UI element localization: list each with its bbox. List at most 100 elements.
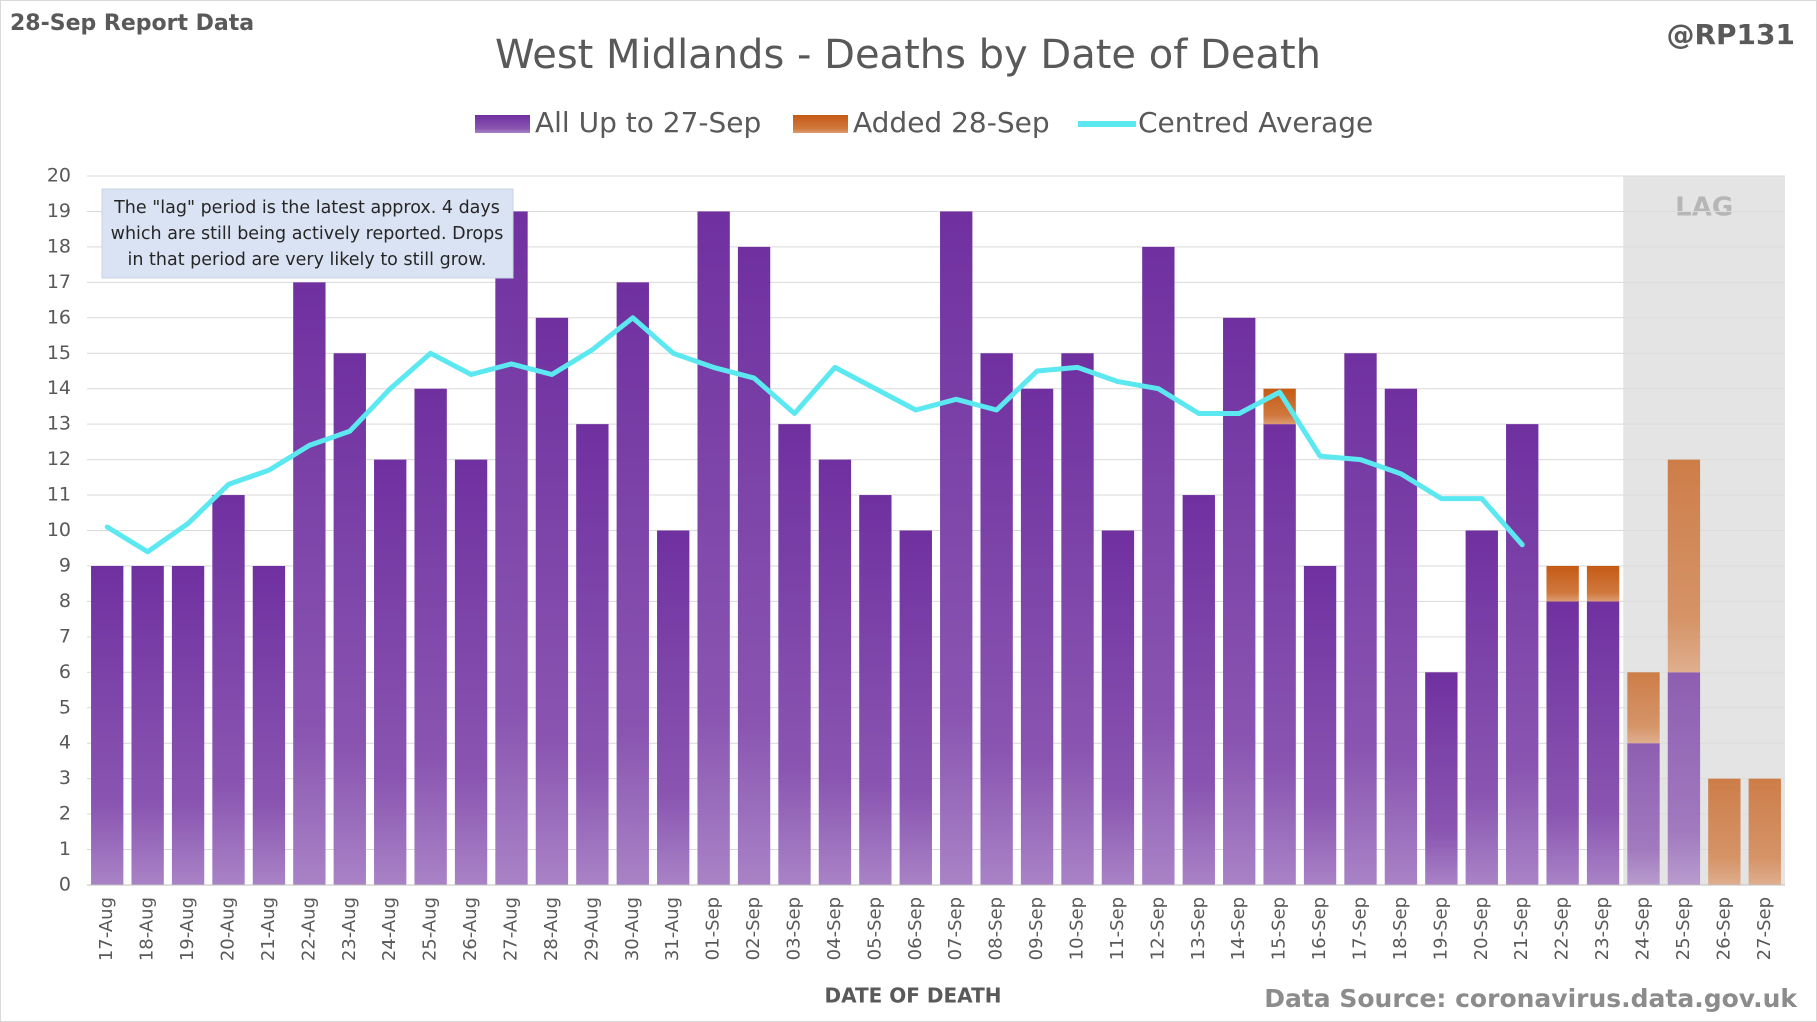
- bar: [1425, 672, 1458, 885]
- x-tick-label: 18-Sep: [1390, 897, 1411, 960]
- y-tick-label: 13: [47, 413, 71, 435]
- x-tick-label: 14-Sep: [1228, 897, 1249, 960]
- annotation-text: in that period are very likely to still …: [128, 250, 487, 270]
- x-tick-label: 26-Sep: [1713, 897, 1734, 960]
- x-tick-label: 28-Aug: [541, 897, 562, 961]
- bar: [333, 353, 366, 885]
- y-tick-label: 10: [47, 519, 71, 541]
- x-tick-label: 08-Sep: [986, 897, 1007, 960]
- bar: [495, 211, 528, 885]
- x-tick-label: 16-Sep: [1309, 897, 1330, 960]
- y-tick-label: 8: [59, 590, 71, 612]
- y-tick-label: 17: [47, 271, 71, 293]
- x-tick-label: 06-Sep: [905, 897, 926, 960]
- bar: [1708, 778, 1741, 885]
- y-tick-label: 5: [59, 696, 71, 718]
- x-tick-label: 26-Aug: [460, 897, 481, 961]
- source: Data Source: coronavirus.data.gov.uk: [1264, 984, 1798, 1013]
- y-tick-label: 4: [59, 732, 71, 754]
- x-tick-label: 01-Sep: [703, 897, 724, 960]
- y-tick-label: 11: [47, 484, 71, 506]
- y-tick-label: 7: [59, 625, 71, 647]
- x-tick-label: 24-Aug: [379, 897, 400, 961]
- y-tick-label: 3: [59, 767, 71, 789]
- bar: [1465, 530, 1498, 885]
- bar: [252, 565, 286, 885]
- x-tick-label: 27-Sep: [1754, 897, 1775, 960]
- bar: [1061, 353, 1094, 885]
- x-tick-label: 12-Sep: [1147, 897, 1168, 960]
- bar: [1384, 388, 1418, 885]
- bar: [1101, 530, 1135, 885]
- bar: [616, 282, 649, 886]
- bar: [1506, 424, 1539, 885]
- y-tick-label: 18: [47, 235, 71, 257]
- x-tick-label: 27-Aug: [501, 897, 522, 961]
- x-tick-label: 04-Sep: [824, 897, 845, 960]
- x-tick-label: 07-Sep: [945, 897, 966, 960]
- y-tick-label: 12: [47, 448, 71, 470]
- bar: [818, 459, 852, 885]
- bar: [131, 565, 164, 885]
- x-tick-label: 29-Aug: [581, 897, 602, 961]
- y-tick-label: 20: [47, 165, 71, 187]
- x-tick-label: 22-Sep: [1552, 897, 1573, 960]
- x-tick-label: 20-Aug: [218, 897, 239, 961]
- bar: [576, 424, 609, 885]
- lag-label: LAG: [1675, 193, 1733, 223]
- x-tick-label: 10-Sep: [1067, 897, 1088, 960]
- bar: [374, 459, 407, 885]
- y-tick-label: 2: [59, 803, 71, 825]
- bar: [940, 211, 973, 885]
- bar: [737, 246, 771, 885]
- x-tick-label: 03-Sep: [784, 897, 805, 960]
- bar: [212, 495, 245, 885]
- bar: [535, 317, 569, 885]
- bar: [1586, 565, 1620, 602]
- bar: [899, 530, 932, 885]
- y-tick-label: 0: [59, 874, 71, 896]
- bar: [1546, 565, 1579, 602]
- legend-label: All Up to 27-Sep: [535, 106, 761, 139]
- bar: [1344, 353, 1377, 885]
- bar: [91, 565, 124, 885]
- x-tick-label: 21-Sep: [1511, 897, 1532, 960]
- bar: [454, 459, 488, 885]
- x-axis-title: DATE OF DEATH: [825, 984, 1002, 1008]
- bar: [1223, 317, 1256, 885]
- x-tick-label: 19-Sep: [1430, 897, 1451, 960]
- bar: [1667, 672, 1701, 885]
- x-tick-label: 02-Sep: [743, 897, 764, 960]
- bar: [778, 424, 811, 885]
- bar: [980, 353, 1013, 885]
- bar: [697, 211, 730, 885]
- bar: [414, 388, 447, 885]
- x-tick-label: 20-Sep: [1471, 897, 1492, 960]
- bar: [1667, 459, 1701, 673]
- legend-swatch: [475, 115, 530, 133]
- y-tick-label: 6: [59, 661, 71, 683]
- x-tick-label: 31-Aug: [662, 897, 683, 961]
- y-tick-label: 19: [47, 200, 71, 222]
- x-tick-label: 25-Sep: [1673, 897, 1694, 960]
- x-tick-label: 05-Sep: [864, 897, 885, 960]
- legend-label: Centred Average: [1138, 106, 1373, 139]
- x-tick-label: 24-Sep: [1633, 897, 1654, 960]
- lag-overlay: [1623, 176, 1785, 885]
- legend-swatch: [793, 115, 848, 133]
- annotation-text: which are still being actively reported.…: [111, 224, 504, 244]
- x-tick-label: 19-Aug: [177, 897, 198, 961]
- chart-title: West Midlands - Deaths by Date of Death: [495, 32, 1321, 78]
- x-tick-label: 15-Sep: [1269, 897, 1290, 960]
- x-tick-label: 11-Sep: [1107, 897, 1128, 960]
- average-line: [104, 315, 1525, 555]
- bar: [1627, 672, 1660, 744]
- x-tick-label: 09-Sep: [1026, 897, 1047, 960]
- annotation-box: [101, 188, 514, 279]
- bar: [1020, 388, 1054, 885]
- bar: [293, 282, 326, 886]
- x-tick-label: 17-Sep: [1350, 897, 1371, 960]
- handle: @RP131: [1666, 18, 1795, 51]
- x-tick-label: 25-Aug: [420, 897, 441, 961]
